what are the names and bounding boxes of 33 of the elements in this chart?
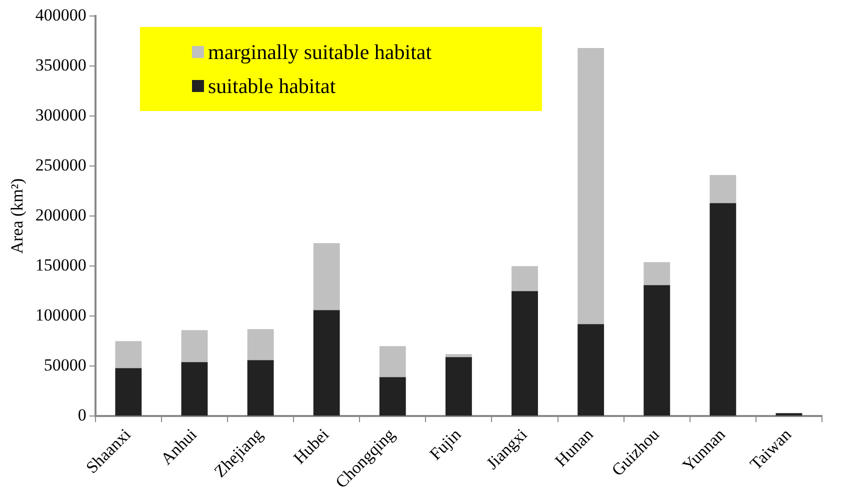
bar xyxy=(247,329,274,360)
bar xyxy=(181,362,208,416)
bar xyxy=(776,413,802,416)
bar xyxy=(181,330,208,362)
bar xyxy=(512,266,538,292)
bar xyxy=(710,203,736,416)
legend-label: suitable habitat xyxy=(208,74,336,98)
bar xyxy=(247,360,274,416)
bar xyxy=(445,357,472,416)
y-tick-label: 300000 xyxy=(35,106,86,125)
bar xyxy=(313,310,340,416)
bar xyxy=(644,285,670,416)
y-tick-label: 350000 xyxy=(35,55,86,74)
bar xyxy=(379,377,406,416)
bar xyxy=(115,368,142,416)
y-axis-title: Area (km²) xyxy=(8,178,27,254)
y-tick-label: 50000 xyxy=(44,356,86,375)
y-tick-label: 150000 xyxy=(35,256,86,275)
bar xyxy=(512,291,538,416)
bar xyxy=(578,324,604,416)
legend-label: marginally suitable habitat xyxy=(208,40,432,64)
bar xyxy=(313,243,340,310)
bar xyxy=(644,262,670,286)
bar xyxy=(578,48,604,324)
y-tick-label: 250000 xyxy=(35,156,86,175)
y-tick-label: 400000 xyxy=(35,5,86,24)
bar xyxy=(115,341,142,368)
bar xyxy=(710,175,736,204)
bar xyxy=(445,354,472,358)
y-tick-label: 200000 xyxy=(35,206,86,225)
bar xyxy=(379,346,406,378)
y-tick-label: 0 xyxy=(78,406,86,425)
y-tick-label: 100000 xyxy=(35,306,86,325)
